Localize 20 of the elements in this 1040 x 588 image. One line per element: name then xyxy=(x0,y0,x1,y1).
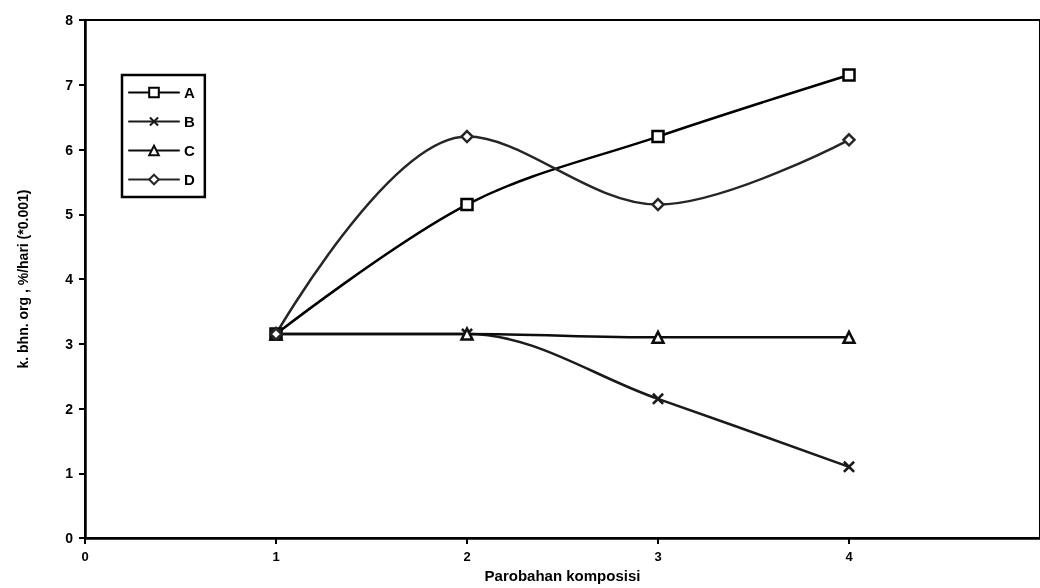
y-axis-title: k. bhn. org , %/hari (*0.001) xyxy=(15,189,31,369)
y-tick-label: 1 xyxy=(65,465,74,482)
y-tick-label: 2 xyxy=(65,400,74,417)
x-tick-label: 3 xyxy=(654,549,662,565)
y-tick-label: 0 xyxy=(65,530,74,547)
y-tick-label: 8 xyxy=(65,12,74,28)
y-tick-label: 4 xyxy=(65,271,74,288)
y-tick-label: 5 xyxy=(65,206,74,223)
legend-label: D xyxy=(184,171,195,188)
y-tick-label: 3 xyxy=(65,335,74,352)
legend-label: B xyxy=(184,113,195,130)
x-tick-label: 4 xyxy=(845,549,854,565)
x-tick-label: 0 xyxy=(81,549,89,565)
x-axis-title: Parobahan komposisi xyxy=(484,567,641,584)
legend-label: A xyxy=(184,84,195,101)
legend-label: C xyxy=(184,142,195,159)
x-tick-label: 2 xyxy=(463,549,471,565)
y-tick-label: 6 xyxy=(65,141,74,158)
x-tick-label: 1 xyxy=(272,549,280,565)
y-tick-label: 7 xyxy=(65,76,74,93)
